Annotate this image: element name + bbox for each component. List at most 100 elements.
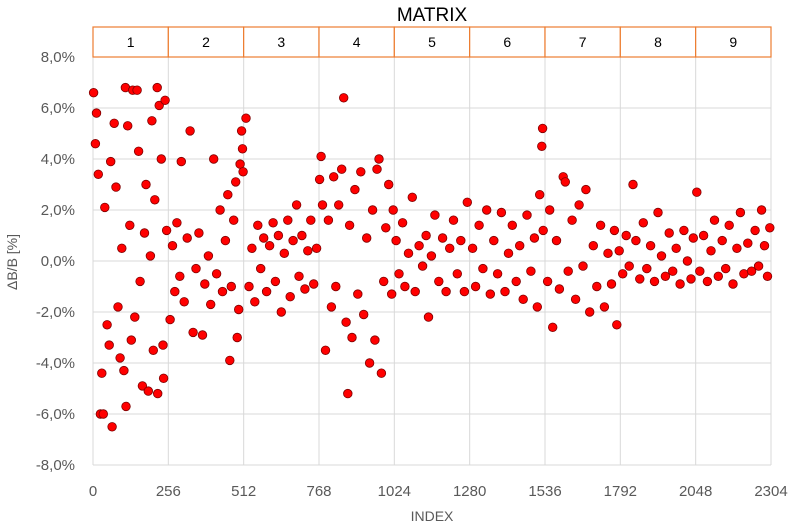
data-point bbox=[367, 205, 378, 215]
data-point bbox=[535, 189, 545, 200]
segment-label: 4 bbox=[353, 34, 361, 50]
data-point bbox=[139, 228, 150, 238]
gridlines bbox=[92, 56, 772, 466]
data-point bbox=[109, 118, 119, 129]
data-point bbox=[232, 332, 242, 343]
data-point bbox=[233, 304, 244, 315]
data-point bbox=[496, 207, 507, 218]
data-point bbox=[724, 220, 734, 231]
data-point bbox=[303, 246, 313, 256]
data-point bbox=[482, 205, 492, 215]
data-point bbox=[621, 230, 631, 241]
data-point bbox=[160, 95, 170, 106]
data-point bbox=[211, 269, 222, 279]
data-point bbox=[150, 195, 160, 205]
y-axis-tick-labels: -8,0% -6,0% -4,0% -2,0% 0,0% 2,0% 4,0% 6,0% 8,0% bbox=[36, 49, 75, 474]
data-point bbox=[695, 266, 705, 276]
data-point bbox=[107, 422, 117, 432]
data-point bbox=[179, 297, 189, 307]
x-axis-title: INDEX bbox=[411, 508, 454, 524]
y-tick-label: 4,0% bbox=[41, 151, 75, 168]
data-point bbox=[172, 218, 182, 228]
data-point bbox=[631, 235, 641, 246]
data-point bbox=[588, 240, 599, 251]
data-point bbox=[320, 345, 331, 356]
y-tick-label: -2,0% bbox=[36, 304, 75, 321]
data-point bbox=[334, 200, 344, 210]
x-tick-label: 256 bbox=[156, 483, 181, 500]
data-point bbox=[237, 144, 248, 154]
x-tick-label: 1024 bbox=[378, 483, 411, 500]
data-point bbox=[688, 233, 699, 243]
data-point bbox=[397, 218, 408, 228]
data-point bbox=[467, 243, 478, 254]
data-point bbox=[526, 266, 536, 276]
data-point bbox=[347, 332, 357, 343]
data-point bbox=[599, 302, 610, 312]
data-points bbox=[88, 82, 775, 432]
segment-box bbox=[243, 26, 320, 58]
segment-box bbox=[393, 26, 471, 58]
data-point bbox=[158, 373, 169, 384]
segment-label: 3 bbox=[277, 34, 285, 50]
data-point bbox=[578, 261, 588, 271]
data-point bbox=[592, 281, 602, 292]
x-tick-label: 1280 bbox=[453, 483, 486, 500]
segment-box bbox=[318, 26, 395, 58]
data-point bbox=[331, 281, 341, 292]
data-point bbox=[283, 215, 293, 225]
data-point bbox=[350, 184, 360, 195]
data-point bbox=[753, 261, 764, 271]
data-point bbox=[111, 182, 121, 192]
data-point bbox=[152, 388, 163, 399]
data-point bbox=[241, 113, 251, 123]
data-point bbox=[154, 100, 164, 111]
data-point bbox=[326, 302, 337, 312]
data-point bbox=[276, 307, 287, 317]
data-point bbox=[403, 248, 414, 259]
data-point bbox=[104, 340, 114, 350]
data-point bbox=[581, 184, 591, 195]
data-point bbox=[236, 126, 247, 136]
data-point bbox=[115, 353, 125, 363]
data-point bbox=[515, 240, 525, 251]
data-point bbox=[143, 386, 154, 396]
data-point bbox=[746, 266, 757, 276]
data-point bbox=[417, 261, 428, 271]
data-point bbox=[400, 281, 410, 292]
data-point bbox=[500, 286, 510, 297]
y-tick-label: 0,0% bbox=[41, 253, 75, 270]
data-point bbox=[264, 240, 275, 251]
data-point bbox=[679, 225, 689, 236]
data-point bbox=[185, 126, 195, 136]
data-point bbox=[285, 292, 295, 302]
data-point bbox=[554, 284, 565, 294]
data-point bbox=[341, 317, 351, 327]
data-point bbox=[253, 220, 263, 231]
data-point bbox=[574, 200, 584, 210]
data-point bbox=[100, 202, 110, 213]
data-point bbox=[628, 179, 638, 190]
data-point bbox=[175, 271, 185, 282]
data-point bbox=[261, 286, 272, 297]
data-point bbox=[339, 93, 349, 103]
data-point bbox=[675, 279, 685, 289]
data-point bbox=[642, 263, 652, 274]
data-point bbox=[270, 276, 281, 287]
data-point bbox=[612, 320, 622, 330]
data-point bbox=[485, 289, 496, 299]
data-point bbox=[765, 223, 775, 233]
data-point bbox=[230, 177, 241, 187]
data-point bbox=[606, 279, 617, 289]
x-tick-label: 2304 bbox=[754, 483, 787, 500]
data-point bbox=[91, 108, 102, 118]
data-point bbox=[337, 164, 347, 174]
segment-label: 6 bbox=[503, 34, 511, 50]
data-point bbox=[161, 225, 172, 236]
data-point bbox=[702, 276, 713, 287]
segment-box bbox=[544, 26, 621, 58]
data-point bbox=[384, 179, 394, 190]
data-point bbox=[364, 358, 375, 368]
data-point bbox=[220, 235, 231, 246]
data-point bbox=[537, 141, 547, 152]
